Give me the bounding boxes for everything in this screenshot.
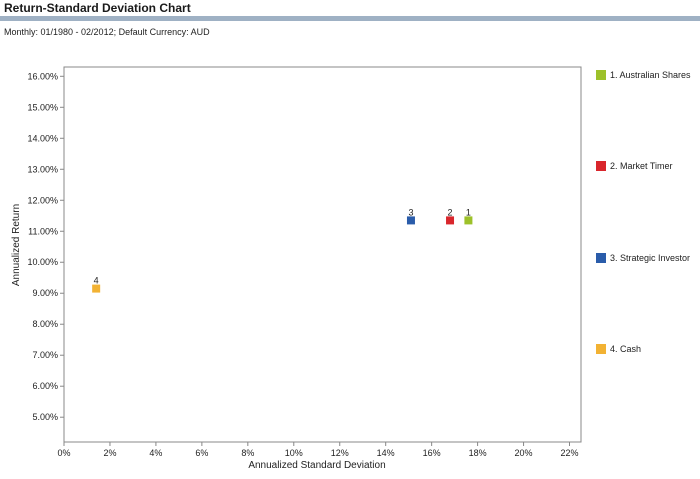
x-tick-label: 14% [377, 448, 395, 458]
scatter-chart: 5.00% 6.00% 7.00% 8.00% 9.00% 10.00% 11.00% 12.… [11, 66, 582, 471]
y-tick-label: 16.00% [27, 71, 58, 81]
legend-item: 3. Strategic Investor [596, 253, 690, 263]
legend-label: 3. Strategic Investor [610, 253, 691, 263]
data-point [446, 216, 455, 225]
legend-swatch [596, 344, 606, 354]
x-tick-label: 8% [241, 448, 254, 458]
legend-swatch [596, 253, 606, 263]
y-tick-label: 13.00% [27, 164, 58, 174]
data-points: 1 2 3 4 [92, 207, 473, 293]
plot-area [63, 66, 582, 443]
title-divider [0, 16, 700, 21]
data-point-label: 1 [466, 207, 471, 217]
y-tick-label: 15.00% [27, 102, 58, 112]
x-tick-label: 2% [103, 448, 116, 458]
y-tick-label: 12.00% [27, 195, 58, 205]
y-tick-label: 14.00% [27, 133, 58, 143]
legend-item: 4. Cash [596, 344, 641, 354]
data-point-label: 3 [408, 207, 413, 217]
x-tick-label: 16% [423, 448, 441, 458]
x-axis-title: Annualized Standard Deviation [248, 460, 385, 471]
y-axis: 5.00% 6.00% 7.00% 8.00% 9.00% 10.00% 11.00% 12.… [27, 71, 64, 422]
y-tick-label: 10.00% [27, 257, 58, 267]
y-tick-label: 6.00% [32, 381, 58, 391]
x-tick-label: 22% [561, 448, 579, 458]
x-tick-label: 12% [331, 448, 349, 458]
legend-label: 1. Australian Shares [610, 70, 691, 80]
y-tick-label: 8.00% [32, 319, 58, 329]
legend-item: 1. Australian Shares [596, 70, 691, 80]
chart-header: Return-Standard Deviation Chart Monthly:… [0, 0, 700, 37]
y-tick-label: 11.00% [28, 226, 58, 236]
legend-label: 4. Cash [610, 344, 642, 354]
y-axis-title: Annualized Return [11, 204, 22, 286]
data-point [464, 216, 473, 225]
x-tick-label: 6% [195, 448, 208, 458]
legend-label: 2. Market Timer [610, 161, 673, 171]
y-tick-label: 9.00% [32, 288, 58, 298]
data-point-label: 4 [94, 276, 99, 286]
data-point [92, 284, 101, 293]
x-tick-label: 4% [149, 448, 162, 458]
legend-item: 2. Market Timer [596, 161, 673, 171]
data-point [406, 216, 415, 225]
chart-title: Return-Standard Deviation Chart [4, 1, 191, 15]
y-tick-label: 7.00% [32, 350, 58, 360]
x-tick-label: 0% [57, 448, 70, 458]
chart-subtitle: Monthly: 01/1980 - 02/2012; Default Curr… [4, 27, 210, 37]
x-tick-label: 18% [469, 448, 487, 458]
x-tick-label: 20% [515, 448, 533, 458]
data-point-label: 2 [448, 207, 453, 217]
legend-swatch [596, 161, 606, 171]
y-tick-label: 5.00% [32, 412, 58, 422]
legend-swatch [596, 70, 606, 80]
chart-legend: 1. Australian Shares 2. Market Timer 3. St… [596, 0, 700, 479]
x-tick-label: 10% [285, 448, 303, 458]
x-axis: 0% 2% 4% 6% 8% 10% 12% 14% 16% 18% 20% 22% [57, 442, 579, 458]
